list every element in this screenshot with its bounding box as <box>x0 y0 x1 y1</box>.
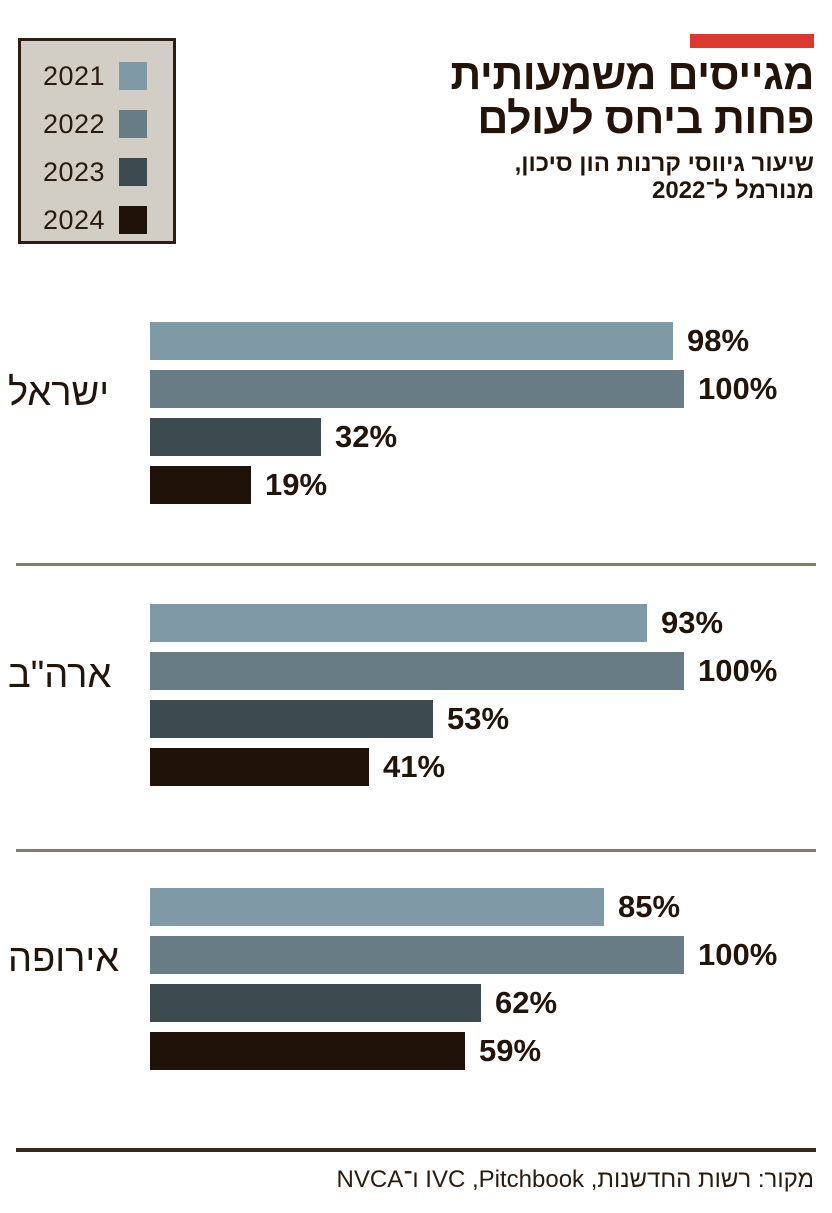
bar-row: 100% <box>150 936 832 974</box>
title-block: מגייסים משמעותית פחות ביחס לעולם שיעור ג… <box>294 51 814 205</box>
bar-rows: 93% 100% 53% 41% <box>150 582 832 848</box>
legend: 2021 2022 2023 2024 <box>18 38 176 244</box>
page-subtitle-line-1: שיעור גיווסי קרנות הון סיכון, <box>514 149 814 177</box>
group-divider <box>16 849 816 852</box>
legend-swatch-2023 <box>119 158 148 186</box>
bar-2022[interactable] <box>150 652 684 690</box>
bar-value-label: 100% <box>698 653 778 688</box>
bar-2021[interactable] <box>150 604 647 642</box>
legend-item-2023: 2023 <box>43 155 148 189</box>
bar-row: 85% <box>150 888 832 926</box>
bar-row: 41% <box>150 748 832 786</box>
bar-2023[interactable] <box>150 700 433 738</box>
page-title-line-2: פחות ביחס לעולם <box>477 94 814 143</box>
bar-value-label: 98% <box>687 323 750 358</box>
group-label-0: ישראל <box>8 372 110 414</box>
bar-value-label: 62% <box>495 985 558 1020</box>
subtitle-block: שיעור גיווסי קרנות הון סיכון, מנורמל ל־2… <box>294 149 814 205</box>
legend-label-2022: 2022 <box>43 108 106 139</box>
bar-rows: 98% 100% 32% 19% <box>150 300 832 562</box>
bar-value-label: 41% <box>383 749 446 784</box>
red-accent-bar <box>690 34 814 48</box>
group-divider <box>16 563 816 566</box>
bar-rows: 85% 100% 62% 59% <box>150 866 832 1138</box>
bar-value-label: 19% <box>265 467 328 502</box>
bar-2021[interactable] <box>150 888 604 926</box>
bar-2023[interactable] <box>150 984 481 1022</box>
chart-group: ישראל 98% 100% 32% 19% <box>0 300 832 562</box>
group-label-2: אירופה <box>8 938 120 980</box>
bar-value-label: 85% <box>618 889 681 924</box>
bar-row: 100% <box>150 370 832 408</box>
legend-swatch-2024 <box>119 206 148 234</box>
source-note: מקור: רשות החדשנות, IVC ,Pitchbook ו־NVC… <box>336 1166 814 1193</box>
chart-group: אירופה 85% 100% 62% 59% <box>0 866 832 1138</box>
chart-header: 2021 2022 2023 2024 מגייסים משמעותית פחו… <box>0 0 832 288</box>
bar-2024[interactable] <box>150 748 369 786</box>
bar-row: 93% <box>150 604 832 642</box>
bar-value-label: 93% <box>661 605 724 640</box>
chart-group: ארה"ב 93% 100% 53% 41% <box>0 582 832 848</box>
bar-value-label: 100% <box>698 937 778 972</box>
bar-2023[interactable] <box>150 418 321 456</box>
bar-2021[interactable] <box>150 322 673 360</box>
legend-swatch-2021 <box>119 62 148 90</box>
bar-row: 100% <box>150 652 832 690</box>
legend-swatch-2022 <box>119 110 148 138</box>
bar-row: 59% <box>150 1032 832 1070</box>
bar-2022[interactable] <box>150 936 684 974</box>
legend-label-2024: 2024 <box>43 204 106 235</box>
legend-item-2021: 2021 <box>43 59 148 93</box>
bar-row: 32% <box>150 418 832 456</box>
bar-value-label: 59% <box>479 1033 542 1068</box>
group-label-1: ארה"ב <box>8 654 112 696</box>
legend-item-2022: 2022 <box>43 107 148 141</box>
page-title-line-1: מגייסים משמעותית <box>450 51 814 99</box>
bar-value-label: 32% <box>335 419 398 454</box>
legend-label-2023: 2023 <box>43 156 106 187</box>
bar-row: 19% <box>150 466 832 504</box>
bar-value-label: 100% <box>698 371 778 406</box>
bar-row: 98% <box>150 322 832 360</box>
bar-2024[interactable] <box>150 1032 465 1070</box>
bar-row: 53% <box>150 700 832 738</box>
bar-2024[interactable] <box>150 466 251 504</box>
bar-2022[interactable] <box>150 370 684 408</box>
bar-value-label: 53% <box>447 701 510 736</box>
legend-label-2021: 2021 <box>43 60 106 91</box>
legend-item-2024: 2024 <box>43 203 148 237</box>
page-subtitle-line-2: מנורמל ל־2022 <box>651 176 814 204</box>
footer-divider <box>16 1148 816 1152</box>
bar-row: 62% <box>150 984 832 1022</box>
